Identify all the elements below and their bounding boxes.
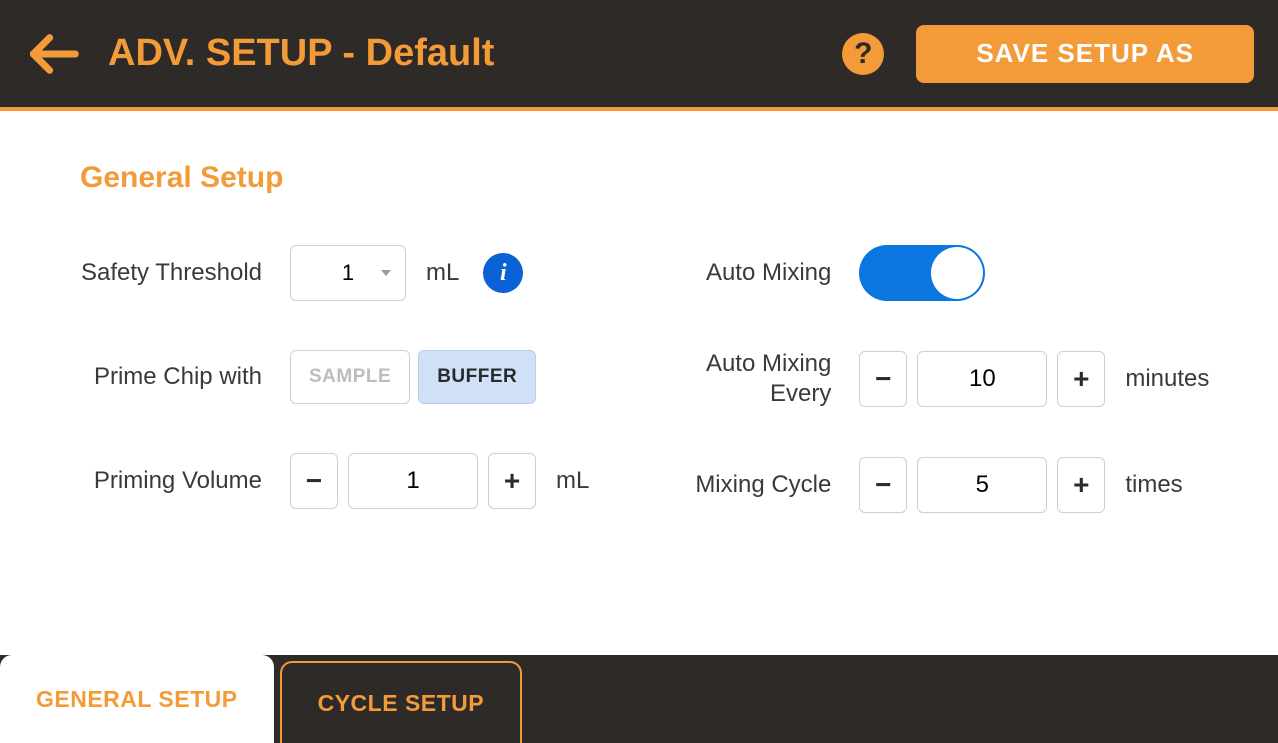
- help-icon[interactable]: ?: [842, 33, 884, 75]
- safety-threshold-label: Safety Threshold: [80, 258, 290, 288]
- row-prime-chip: Prime Chip with SAMPLE BUFFER: [80, 349, 589, 405]
- main-content: General Setup Safety Threshold 1 mL i Pr…: [0, 111, 1278, 561]
- auto-mixing-every-plus-button[interactable]: +: [1057, 351, 1105, 407]
- row-safety-threshold: Safety Threshold 1 mL i: [80, 245, 589, 301]
- row-mixing-cycle: Mixing Cycle − 5 + times: [649, 457, 1209, 513]
- auto-mixing-toggle[interactable]: [859, 245, 985, 301]
- priming-volume-plus-button[interactable]: +: [488, 453, 536, 509]
- safety-threshold-unit: mL: [426, 259, 459, 287]
- prime-chip-sample-button[interactable]: SAMPLE: [290, 350, 410, 404]
- priming-volume-value[interactable]: 1: [348, 453, 478, 509]
- mixing-cycle-unit: times: [1125, 471, 1182, 499]
- mixing-cycle-value[interactable]: 5: [917, 457, 1047, 513]
- auto-mixing-every-unit: minutes: [1125, 365, 1209, 393]
- save-setup-as-button[interactable]: SAVE SETUP AS: [916, 25, 1254, 83]
- safety-threshold-select[interactable]: 1: [290, 245, 406, 301]
- auto-mixing-every-value[interactable]: 10: [917, 351, 1047, 407]
- prime-chip-label: Prime Chip with: [80, 362, 290, 392]
- toggle-knob: [931, 247, 983, 299]
- tab-cycle-setup[interactable]: CYCLE SETUP: [280, 661, 523, 743]
- mixing-cycle-minus-button[interactable]: −: [859, 457, 907, 513]
- row-auto-mixing: Auto Mixing: [649, 245, 1209, 301]
- prime-chip-buffer-button[interactable]: BUFFER: [418, 350, 536, 404]
- tab-general-setup[interactable]: GENERAL SETUP: [0, 655, 274, 743]
- safety-threshold-value: 1: [342, 260, 354, 286]
- header-bar: ADV. SETUP - Default ? SAVE SETUP AS: [0, 0, 1278, 111]
- priming-volume-unit: mL: [556, 467, 589, 495]
- right-column: Auto Mixing Auto Mixing Every − 10 + min…: [649, 245, 1209, 561]
- footer-tabbar: GENERAL SETUP CYCLE SETUP: [0, 655, 1278, 743]
- priming-volume-label: Priming Volume: [80, 466, 290, 496]
- auto-mixing-every-stepper: − 10 +: [859, 351, 1105, 407]
- prime-chip-segment: SAMPLE BUFFER: [290, 350, 536, 404]
- mixing-cycle-stepper: − 5 +: [859, 457, 1105, 513]
- row-auto-mixing-every: Auto Mixing Every − 10 + minutes: [649, 349, 1209, 409]
- row-priming-volume: Priming Volume − 1 + mL: [80, 453, 589, 509]
- left-column: Safety Threshold 1 mL i Prime Chip with …: [80, 245, 589, 561]
- auto-mixing-every-label: Auto Mixing Every: [649, 349, 859, 409]
- auto-mixing-every-minus-button[interactable]: −: [859, 351, 907, 407]
- mixing-cycle-label: Mixing Cycle: [649, 470, 859, 500]
- section-title: General Setup: [80, 161, 1198, 195]
- priming-volume-stepper: − 1 +: [290, 453, 536, 509]
- page-title: ADV. SETUP - Default: [108, 32, 842, 75]
- info-icon[interactable]: i: [483, 253, 523, 293]
- priming-volume-minus-button[interactable]: −: [290, 453, 338, 509]
- auto-mixing-label: Auto Mixing: [649, 258, 859, 288]
- mixing-cycle-plus-button[interactable]: +: [1057, 457, 1105, 513]
- back-arrow-icon[interactable]: [24, 26, 80, 82]
